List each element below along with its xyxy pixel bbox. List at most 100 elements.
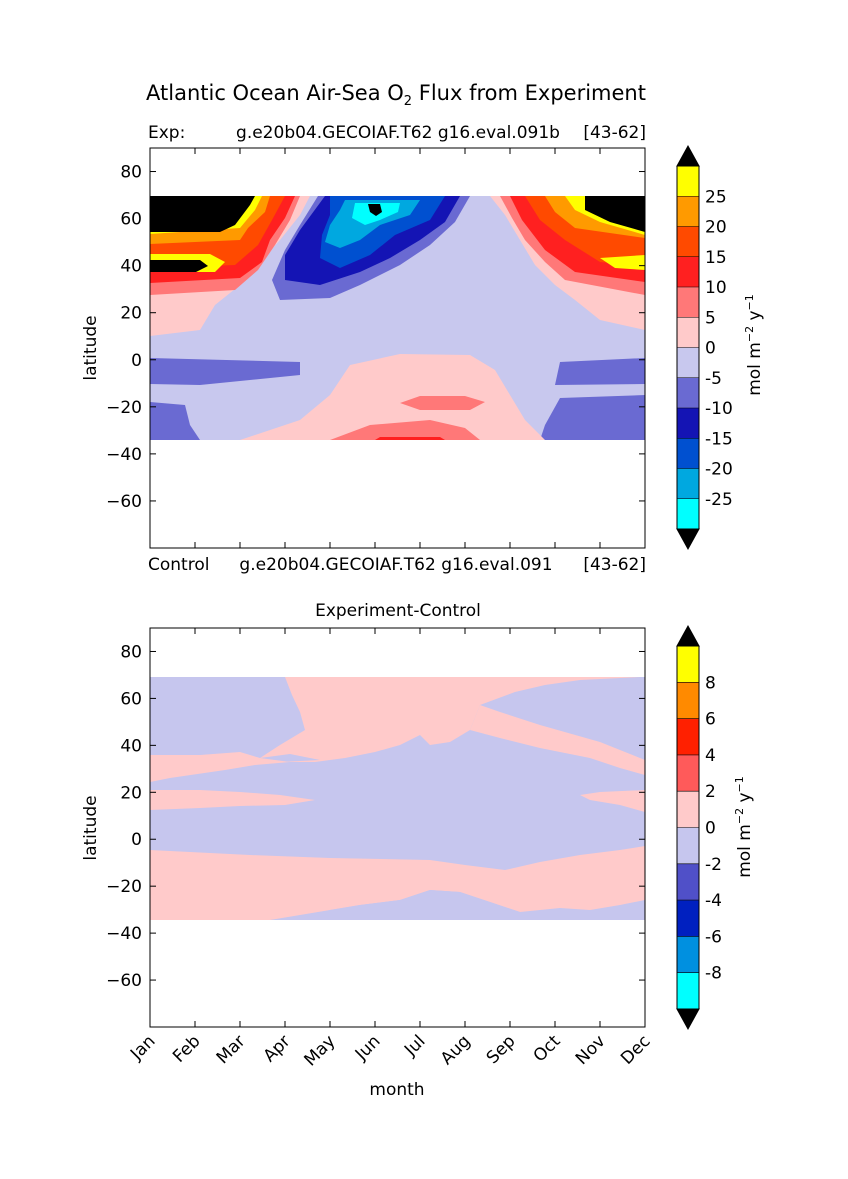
top-axes-frame <box>149 147 646 549</box>
top-contour-nw-black <box>150 196 255 232</box>
bottom-colorbar-label: mol m−2 y−1 <box>733 776 755 878</box>
bottom-ytick-label: −60 <box>106 971 142 991</box>
bottom-xtick-label: Dec <box>617 1031 654 1068</box>
top-colorbar-label: mol m−2 y−1 <box>743 294 765 396</box>
bottom-xtick-label: Jan <box>126 1031 159 1064</box>
top-colorbar-tick-label: -25 <box>705 490 733 510</box>
bottom-xtick-label: Feb <box>169 1031 204 1066</box>
top-colorbar-tick-label: -10 <box>705 399 733 419</box>
top-contour-south-east-blue <box>555 358 645 385</box>
top-ytick-label: 40 <box>120 257 142 277</box>
bottom-contour-south-pink <box>150 846 645 920</box>
top-x-ticks <box>149 148 646 548</box>
bottom-contour-west-pink <box>150 752 290 782</box>
bottom-panel: Experiment-Control 80 60 40 20 0 −20 −40 −60 Ja… <box>81 601 655 1100</box>
bottom-contour-west-pink2 <box>150 790 315 810</box>
bottom-colorbar-tick-label: 2 <box>705 782 716 802</box>
bottom-title: Experiment-Control <box>315 601 481 621</box>
bottom-xtick-label: May <box>301 1031 340 1070</box>
bottom-ytick-label: 80 <box>120 642 142 662</box>
top-colorbar-bin <box>677 166 699 197</box>
bottom-colorbar-bin <box>677 646 699 683</box>
top-colorbar-bin <box>677 498 699 529</box>
top-colorbar-bin <box>677 347 699 378</box>
top-title-center: g.e20b04.GECOIAF.T62 g16.eval.091b <box>236 123 560 143</box>
bottom-xtick-label: Oct <box>530 1031 565 1066</box>
top-colorbar-tick-label: 10 <box>705 278 727 298</box>
top-ytick-label: 60 <box>120 210 142 230</box>
top-colorbar-tick-label: 5 <box>705 308 716 328</box>
top-colorbar-tick-label: 0 <box>705 339 716 359</box>
bottom-heatmap <box>150 677 645 920</box>
top-contour-south-red3 <box>375 437 445 440</box>
top-colorbar-bin <box>677 468 699 499</box>
bottom-colorbar: 8 6 4 2 0 -2 -4 -6 -8 <box>676 624 722 1031</box>
control-label-left: Control <box>148 555 209 575</box>
top-colorbar-bin <box>677 377 699 408</box>
bottom-colorbar-tick-label: 0 <box>705 819 716 839</box>
bottom-xtick-label: Nov <box>572 1031 610 1069</box>
bottom-xtick-label: Jul <box>400 1031 429 1060</box>
bottom-xtick-label: Aug <box>437 1031 475 1069</box>
bottom-colorbar-bin <box>677 936 699 973</box>
control-label-center: g.e20b04.GECOIAF.T62 g16.eval.091 <box>239 555 552 575</box>
bottom-colorbar-tick-label: 6 <box>705 710 716 730</box>
top-colorbar-bin <box>677 287 699 318</box>
top-colorbar-bin <box>677 438 699 469</box>
bottom-colorbar-tick-label: -4 <box>705 891 722 911</box>
top-colorbar-extend-low <box>676 528 700 551</box>
top-colorbar-bin <box>677 196 699 227</box>
top-colorbar-bin <box>677 408 699 439</box>
bottom-contour-south-blue-pocket <box>270 890 550 920</box>
top-contour-south-east-blue2 <box>540 395 645 440</box>
bottom-ytick-label: 0 <box>131 830 142 850</box>
bottom-colorbar-tick-label: -2 <box>705 855 722 875</box>
top-panel: Exp: g.e20b04.GECOIAF.T62 g16.eval.091b … <box>81 123 646 575</box>
bottom-axes-frame <box>149 627 646 1028</box>
top-contour-south-red <box>400 396 485 410</box>
top-y-axis: 80 60 40 20 0 −20 −40 −60 <box>106 163 645 512</box>
bottom-colorbar-extend-high <box>676 624 700 647</box>
bottom-contour-east-pink <box>470 705 645 812</box>
bottom-colorbar-extend-low <box>676 1008 700 1031</box>
top-title-right: [43-62] <box>583 123 646 143</box>
top-colorbar-tick-label: -5 <box>705 369 722 389</box>
bottom-colorbar-bin <box>677 718 699 755</box>
bottom-xtick-label: Jun <box>351 1031 385 1065</box>
bottom-xtick-label: Apr <box>260 1031 295 1066</box>
top-ylabel: latitude <box>81 315 101 380</box>
bottom-ytick-label: −40 <box>106 924 142 944</box>
bottom-y-axis: 80 60 40 20 0 −20 −40 −60 <box>106 642 645 991</box>
bottom-xtick-label: Sep <box>483 1031 520 1068</box>
figure-title: Atlantic Ocean Air-Sea O2 Flux from Expe… <box>146 81 646 109</box>
top-ytick-label: 0 <box>131 351 142 371</box>
control-label-right: [43-62] <box>583 555 646 575</box>
bottom-contour-north-pink <box>260 677 640 762</box>
top-colorbar-bin <box>677 317 699 348</box>
bottom-colorbar-bin <box>677 972 699 1009</box>
top-contour-south-pink <box>240 354 545 440</box>
top-contour-ne-black <box>585 196 645 232</box>
bottom-colorbar-tick-label: -6 <box>705 927 722 947</box>
bottom-colorbar-tick-label: 4 <box>705 746 716 766</box>
bottom-ytick-label: 60 <box>120 689 142 709</box>
top-colorbar: 25 20 15 10 5 0 -5 -10 -15 -20 -25 <box>676 144 733 551</box>
top-contour-nw-black2 <box>150 260 208 272</box>
top-ytick-label: 20 <box>120 304 142 324</box>
top-colorbar-tick-label: 15 <box>705 248 727 268</box>
top-contour-ne-yellow2 <box>600 255 645 270</box>
bottom-ytick-label: −20 <box>106 877 142 897</box>
bottom-colorbar-bin <box>677 754 699 792</box>
bottom-colorbar-bin <box>677 900 699 937</box>
top-ytick-label: 80 <box>120 163 142 183</box>
top-colorbar-bin <box>677 256 699 287</box>
top-colorbar-extend-high <box>676 144 700 167</box>
top-contour-south-red2 <box>330 420 480 440</box>
top-colorbar-tick-label: -20 <box>705 460 733 480</box>
top-colorbar-tick-label: -15 <box>705 429 733 449</box>
bottom-ylabel: latitude <box>81 795 101 860</box>
top-ytick-label: −40 <box>106 445 142 465</box>
bottom-ytick-label: 20 <box>120 783 142 803</box>
bottom-xlabel: month <box>369 1080 424 1100</box>
